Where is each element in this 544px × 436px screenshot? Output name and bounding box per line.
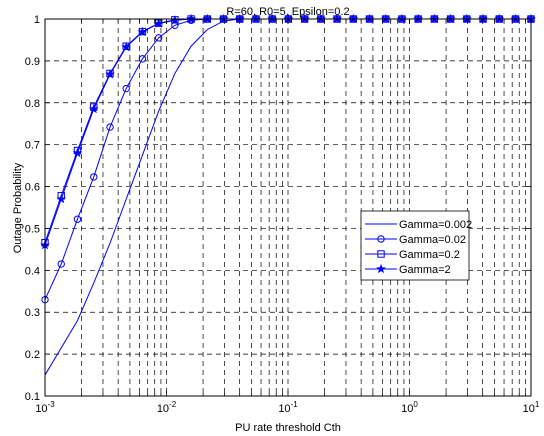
data-point (56, 193, 67, 204)
y-tick-label: 0.9 (25, 56, 40, 68)
legend-label: Gamma=0.002 (399, 219, 472, 231)
data-point (90, 173, 98, 181)
y-tick-label: 0.3 (25, 307, 40, 319)
y-tick-label: 0.6 (25, 182, 40, 194)
data-point (122, 84, 130, 93)
legend-marker (376, 263, 386, 274)
data-point (138, 55, 147, 63)
legend-label: Gamma=0.2 (399, 249, 460, 261)
data-point (137, 26, 148, 37)
y-tick-label: 0.8 (25, 98, 40, 110)
legend: Gamma=0.002 Gamma=0.02 Gamma=0.2 Gamma=2 (360, 210, 472, 281)
x-tick-label: 10-3 (35, 400, 55, 415)
data-point (72, 147, 83, 158)
x-tick-label: 10-1 (278, 400, 298, 415)
axis-ticks: 0.1 0.2 0.3 0.4 0.5 0.6 0.7 0.8 0.9 1 10-3 10-2 10-1… (25, 14, 540, 415)
y-axis-label: Outage Probability (12, 162, 24, 253)
y-tick-label: 0.1 (25, 391, 40, 403)
y-tick-label: 1 (34, 14, 40, 26)
data-point (88, 103, 99, 114)
y-tick-label: 0.5 (25, 223, 40, 235)
legend-item: Gamma=0.02 (365, 234, 466, 246)
data-point (105, 69, 115, 79)
grid (45, 19, 531, 396)
legend-label: Gamma=2 (399, 264, 451, 276)
legend-label: Gamma=0.02 (399, 234, 466, 246)
legend-marker (377, 250, 385, 258)
legend-marker (377, 235, 385, 243)
x-tick-label: 10-2 (157, 400, 177, 415)
y-tick-label: 0.4 (25, 265, 40, 277)
data-point (106, 123, 114, 131)
chart-title: R=60, R0=5, Epsilon=0.2 (226, 6, 349, 18)
x-axis-label: PU rate threshold Cth (235, 422, 341, 434)
legend-item: Gamma=0.2 (365, 249, 460, 261)
x-tick-label: 100 (401, 400, 418, 415)
legend-item: Gamma=0.002 (365, 219, 472, 231)
x-tick-label: 101 (523, 400, 540, 415)
y-tick-label: 0.7 (25, 140, 40, 152)
data-point (154, 34, 163, 42)
data-point (73, 215, 82, 223)
legend-item: Gamma=2 (365, 263, 451, 276)
data-point (57, 260, 65, 268)
data-point (153, 18, 164, 28)
data-point (121, 41, 132, 52)
y-tick-label: 0.2 (25, 349, 40, 361)
